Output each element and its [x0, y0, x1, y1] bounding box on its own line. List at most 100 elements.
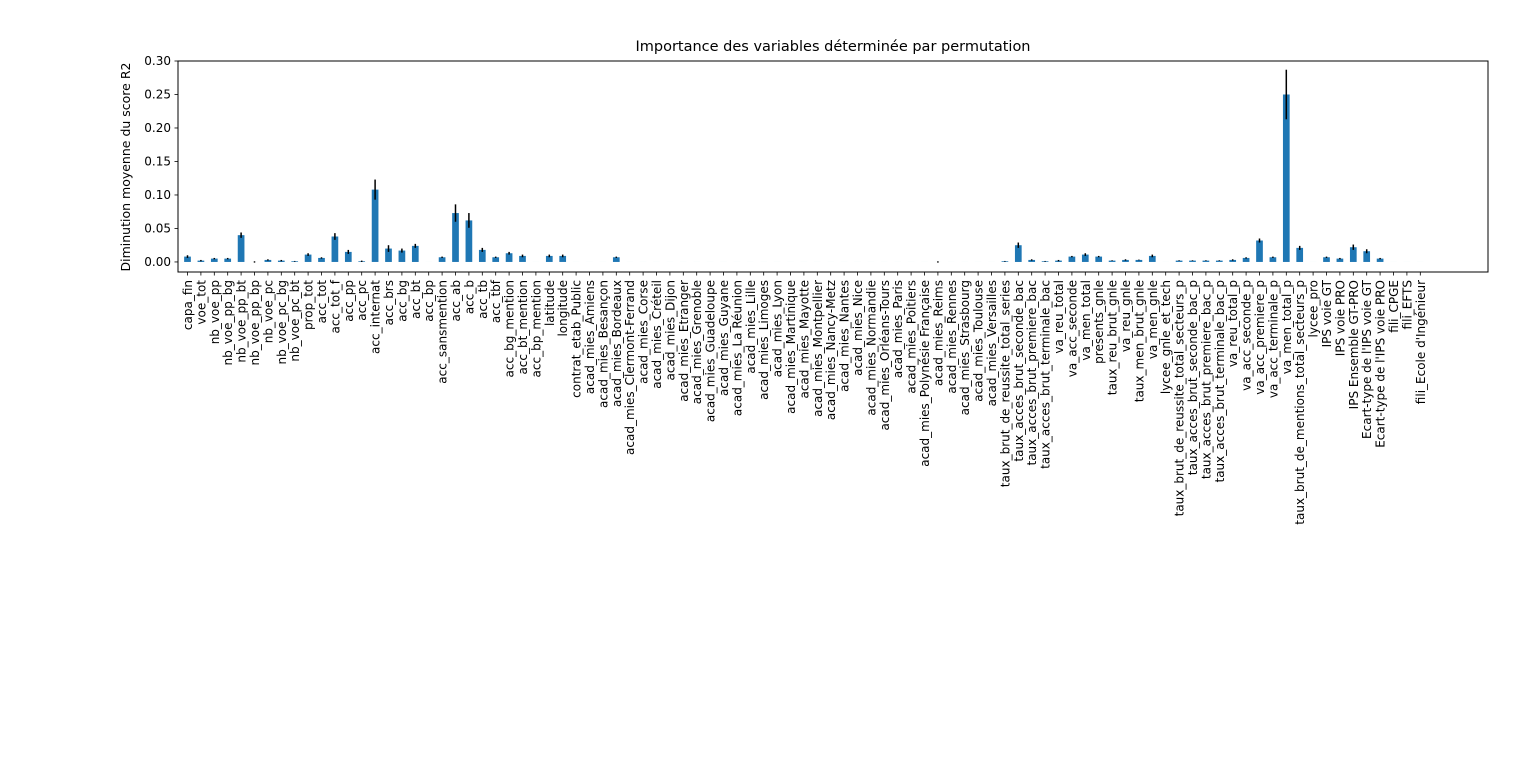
y-tick-label: 0.00	[144, 255, 171, 269]
bar	[1068, 256, 1076, 262]
x-tick-label: acad_mies_Amiens	[583, 280, 597, 394]
x-tick-label: acad_mies_Nice	[851, 280, 865, 376]
bar	[224, 258, 232, 262]
x-tick-label: taux_acces_brut_seconde_bac_p	[1186, 280, 1200, 475]
x-tick-label: presents_gnle	[1092, 280, 1106, 364]
x-tick-label: acad_mies_Toulouse	[972, 280, 986, 402]
bar	[1336, 258, 1344, 262]
bar	[1135, 259, 1143, 262]
x-tick-label: acc_bp	[422, 280, 436, 322]
x-tick-label: fili_Ecole d'Ingénieur	[1414, 280, 1428, 404]
x-tick-label: lycee_gnle_et_tech	[1159, 280, 1173, 394]
x-tick-label: acad_mies_Versailles	[985, 280, 999, 406]
x-tick-label: acad_mies_Guyane	[717, 280, 731, 396]
x-tick-label: va_acc_seconde	[1065, 280, 1079, 377]
x-tick-label: acad_mies_Paris	[891, 280, 905, 378]
x-tick-label: taux_brut_de_mentions_total_secteurs_p	[1293, 280, 1307, 525]
x-tick-label: acad_mies_Limoges	[757, 280, 771, 400]
y-tick-label: 0.20	[144, 121, 171, 135]
x-tick-label: acc_bt	[409, 280, 423, 319]
x-tick-label: acad_mies_Etranger	[677, 280, 691, 402]
x-tick-label: acad_mies_Poitiers	[905, 280, 919, 394]
x-axis: capa_fin voe_tot nb_voe_pp nb_voe_pp_bg nb_v…	[181, 272, 1428, 525]
x-tick-label: taux_men_brut_gnle	[1132, 280, 1146, 402]
bar	[465, 220, 473, 262]
x-tick-label: taux_brut_de_reussite_total_series	[998, 280, 1012, 487]
x-tick-label: acad_mies_Grenoble	[690, 280, 704, 404]
x-tick-label: acc_b	[462, 280, 476, 314]
bar	[385, 248, 392, 262]
bar	[184, 256, 191, 262]
x-tick-label: acc_brs	[382, 280, 396, 325]
x-tick-label: taux_brut_de_reussite_total_secteurs_p	[1173, 280, 1187, 516]
x-tick-label: acc_sansmention	[436, 280, 450, 384]
x-tick-label: acad_mies_Lille	[744, 280, 758, 374]
x-tick-label: va_men_total	[1079, 280, 1093, 361]
x-tick-label: va_acc_terminale_p	[1266, 280, 1280, 398]
x-tick-label: va_acc_seconde_p	[1240, 280, 1254, 391]
x-tick-label: longitude	[556, 280, 570, 337]
y-axis-label: Diminution moyenne du score R2	[118, 63, 133, 272]
x-tick-label: acad_mies_Martinique	[784, 280, 798, 414]
bar	[1095, 256, 1103, 262]
x-tick-label: acc_internat	[369, 280, 383, 354]
x-tick-label: acad_mies_Normandie	[864, 280, 878, 416]
y-tick-label: 0.25	[144, 88, 171, 102]
bar	[559, 255, 567, 262]
x-tick-label: va_reu_total_p	[1226, 280, 1240, 367]
x-tick-label: va_reu_total	[1052, 280, 1066, 354]
x-tick-label: va_men_total_p	[1280, 280, 1294, 374]
x-tick-label: acad_mies_Créteil	[650, 280, 664, 389]
bars-group	[184, 94, 1424, 262]
x-tick-label: acad_mies_Clermont-Ferrand	[623, 280, 637, 455]
bar	[411, 245, 419, 262]
bar	[1148, 255, 1156, 262]
x-tick-label: acad_mies_Bordeaux	[610, 280, 624, 407]
bar	[331, 236, 339, 262]
x-tick-label: acc_bt_mention	[516, 280, 530, 375]
x-tick-label: acad_mies_Nantes	[838, 280, 852, 392]
x-tick-label: latitude	[543, 280, 557, 326]
y-tick-label: 0.15	[144, 155, 171, 169]
bar	[452, 213, 459, 262]
bar	[1229, 259, 1237, 262]
x-tick-label: acad_mies_Orléans-Tours	[878, 280, 892, 431]
x-tick-label: IPS voie GT	[1320, 279, 1334, 347]
bar	[1282, 94, 1290, 262]
x-tick-label: acad_mies_La Réunion	[730, 280, 744, 416]
plot-frame	[177, 60, 1489, 273]
x-tick-label: acad_mies_Guadeloupe	[704, 280, 718, 422]
x-tick-label: IPS voie PRO	[1333, 280, 1347, 356]
x-tick-label: va_reu_gnle	[1119, 280, 1133, 352]
x-tick-label: nb_voe_pc_bg	[275, 280, 289, 365]
x-tick-label: acc_bg	[395, 280, 409, 322]
y-tick-label: 0.30	[144, 54, 171, 68]
x-tick-label: taux_acces_brut_premiere_bac	[1025, 280, 1039, 466]
bar	[210, 258, 218, 262]
x-tick-label: acad_mies_Polynésie Française	[918, 280, 932, 467]
x-tick-label: acad_mies_Rennes	[945, 280, 959, 394]
x-tick-label: acad_mies_Mayotte	[797, 280, 811, 399]
x-tick-label: IPS Ensemble GT-PRO	[1347, 280, 1361, 409]
x-tick-label: acad_mies_Dijon	[663, 280, 677, 380]
x-tick-label: acad_mies_Besançon	[596, 280, 610, 408]
x-tick-label: acc_bp_mention	[529, 280, 543, 377]
x-tick-label: va_acc_premiere_p	[1253, 280, 1267, 395]
bar	[1242, 257, 1250, 262]
bar	[438, 257, 446, 262]
x-tick-label: acc_tot_f	[328, 279, 342, 333]
bar	[1108, 260, 1116, 262]
bar	[492, 257, 500, 262]
x-tick-label: taux_acces_brut_terminale_bac	[1039, 280, 1053, 469]
bar	[318, 257, 325, 262]
bar	[1296, 247, 1304, 262]
bar	[519, 255, 526, 262]
x-tick-label: acad_mies_Reims	[931, 280, 945, 386]
bar	[1323, 257, 1330, 262]
bar	[545, 255, 553, 262]
x-tick-label: acad_mies_Corse	[637, 280, 651, 384]
bar	[344, 251, 352, 262]
bar	[237, 235, 245, 262]
